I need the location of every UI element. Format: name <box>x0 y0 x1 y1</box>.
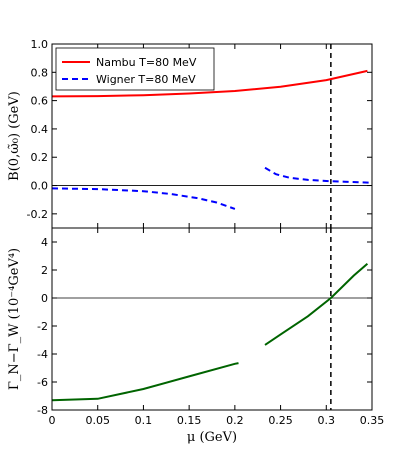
y-tick-label-2: 4 <box>41 236 48 249</box>
y-tick-label-2: -2 <box>37 320 48 333</box>
x-tick-label: 0 <box>49 414 56 427</box>
x-tick-label: 0.05 <box>85 414 110 427</box>
y-tick-label-2: -4 <box>37 348 48 361</box>
y-tick-label-2: -6 <box>37 376 48 389</box>
x-tick-label: 0.25 <box>268 414 293 427</box>
x-tick-label: 0.15 <box>177 414 202 427</box>
series-line-p2-s1-seg2 <box>264 262 369 346</box>
legend-label-2: Wigner T=80 MeV <box>96 73 196 86</box>
series-line-p1-s2-seg1 <box>51 187 236 210</box>
y-tick-label-1: 0.6 <box>31 95 49 108</box>
x-tick-label: 0.1 <box>135 414 153 427</box>
legend: Nambu T=80 MeV Wigner T=80 MeV <box>55 47 215 91</box>
y-tick-label-1: 0.4 <box>31 123 49 136</box>
x-tick-label: 0.2 <box>226 414 244 427</box>
series-line-p2-s1-seg1 <box>51 362 239 402</box>
y-tick-label-1: 0.8 <box>31 66 49 79</box>
y-axis-label-1: B(0,ω̃₀) (GeV) <box>7 91 22 181</box>
legend-box <box>55 47 215 91</box>
y-tick-label-2: 0 <box>41 292 48 305</box>
y-tick-label-1: -0.2 <box>27 208 48 221</box>
x-tick-label: 0.3 <box>318 414 336 427</box>
y-tick-label-2: 2 <box>41 264 48 277</box>
series-line-p1-s2-seg2 <box>264 166 373 184</box>
y-tick-label-1: 0.2 <box>31 151 49 164</box>
plot-frame-2 <box>51 227 373 411</box>
y-axis-label-2: Γ_N−Γ_W (10⁻⁴GeV⁴) <box>7 248 22 390</box>
x-axis-label: μ (GeV) <box>187 430 237 445</box>
legend-label-1: Nambu T=80 MeV <box>96 56 197 69</box>
y-tick-label-2: -8 <box>37 404 48 417</box>
y-tick-label-1: 1.0 <box>31 38 49 51</box>
x-tick-label: 0.35 <box>360 414 385 427</box>
y-tick-label-1: 0.0 <box>31 180 49 193</box>
series-line-p1-s1-seg1 <box>51 69 368 98</box>
